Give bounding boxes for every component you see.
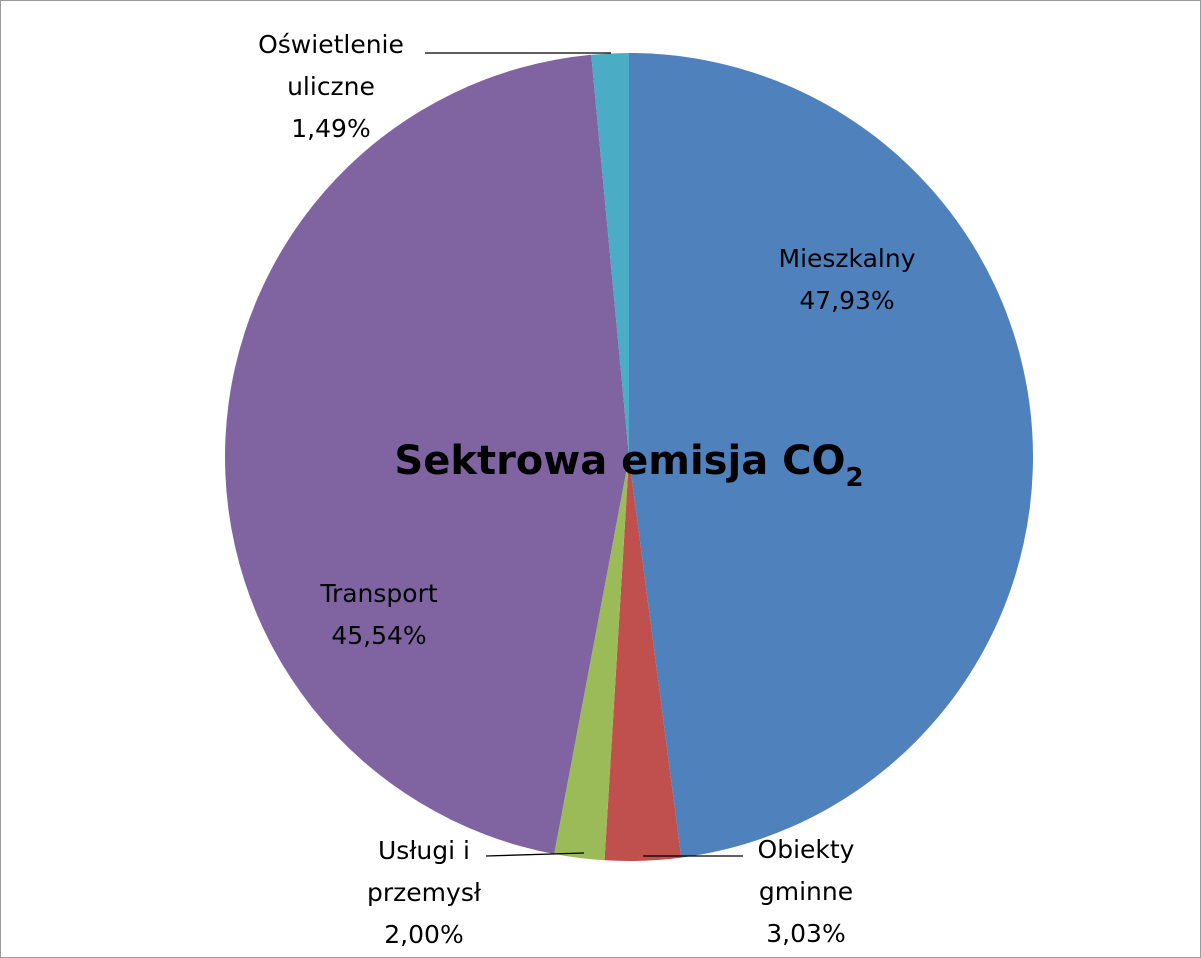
slice-label-4: Oświetlenie uliczne 1,49% [258, 30, 404, 143]
slice-name-2-0: Usługi i [378, 836, 470, 865]
pie-slice-1 [604, 457, 682, 861]
slice-value-3: 45,54% [331, 621, 426, 650]
slice-name-0-0: Mieszkalny [779, 244, 916, 273]
slice-value-1: 3,03% [766, 919, 845, 948]
slice-label-2: Usługi i przemysł 2,00% [367, 836, 482, 949]
slice-name-2-1: przemysł [367, 878, 482, 907]
slice-name-4-0: Oświetlenie [258, 30, 404, 59]
pie-slice-4 [591, 53, 629, 457]
leader-lines [425, 52, 743, 857]
pie-slice-2 [554, 457, 629, 861]
slice-label-3: Transport 45,54% [319, 579, 438, 650]
pie-slices [225, 53, 1033, 861]
slice-label-0: Mieszkalny 47,93% [779, 244, 916, 315]
chart-title: Sektrowa emisja CO2 [394, 438, 863, 493]
pie-slice-3 [225, 54, 630, 855]
pie-slice-0 [629, 53, 1033, 858]
chart-title-subscript: 2 [845, 463, 863, 493]
slice-value-2: 2,00% [384, 920, 463, 949]
slice-value-4: 1,49% [291, 114, 370, 143]
slice-name-1-1: gminne [759, 877, 853, 906]
slice-value-0: 47,93% [799, 286, 894, 315]
slice-labels: Mieszkalny 47,93% Obiekty gminne 3,03% Usługi… [258, 30, 916, 949]
chart-title-text: Sektrowa emisja CO [394, 438, 845, 484]
slice-name-1-0: Obiekty [758, 835, 855, 864]
leader-line-2 [485, 852, 585, 857]
slice-name-3-0: Transport [319, 579, 438, 608]
slice-name-4-1: uliczne [287, 72, 375, 101]
slice-label-1: Obiekty gminne 3,03% [758, 835, 855, 948]
